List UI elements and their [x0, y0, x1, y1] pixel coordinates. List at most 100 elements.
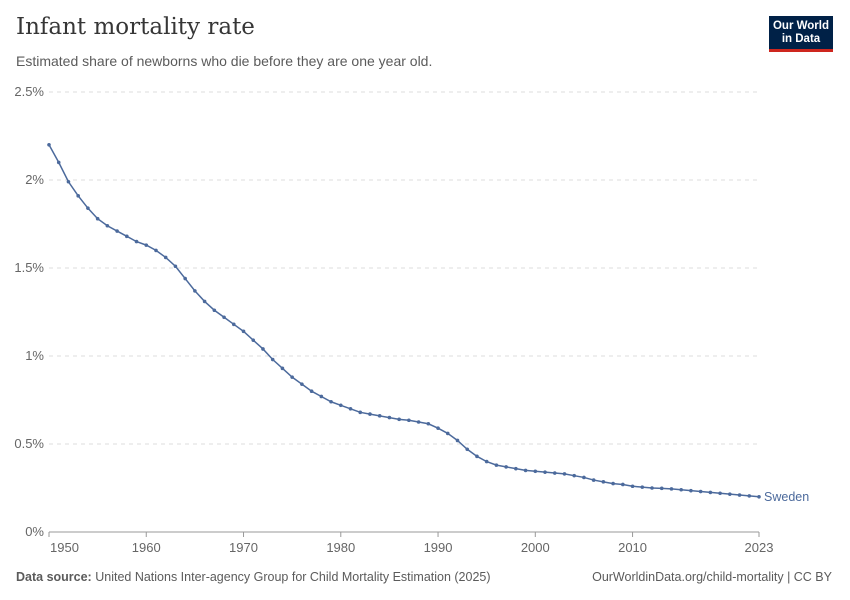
data-point — [698, 489, 703, 494]
data-point — [76, 194, 80, 198]
chart-link[interactable]: OurWorldinData.org/child-mortality | CC … — [592, 570, 832, 584]
data-point — [222, 315, 226, 320]
data-point — [494, 463, 499, 467]
data-point — [621, 482, 625, 487]
data-point — [290, 375, 294, 379]
data-point — [514, 466, 518, 471]
data-point — [679, 487, 683, 492]
logo-line2: in Data — [781, 33, 821, 45]
data-point — [591, 478, 596, 482]
data-point — [523, 468, 528, 473]
x-tick-label: 2000 — [521, 540, 550, 555]
x-tick-label: 1970 — [229, 540, 258, 555]
logo-line1: Our World — [772, 20, 829, 32]
data-point — [193, 289, 197, 293]
data-point — [319, 394, 324, 399]
chart-title: Infant mortality rate — [16, 14, 255, 40]
data-point — [445, 431, 450, 436]
data-point — [183, 276, 187, 281]
data-point — [708, 490, 713, 495]
data-point — [728, 492, 732, 496]
data-point — [601, 480, 606, 484]
data-point — [270, 357, 275, 362]
data-point — [455, 438, 460, 443]
source-text[interactable]: United Nations Inter-agency Group for Ch… — [95, 570, 491, 584]
data-point — [173, 264, 178, 269]
data-point — [426, 421, 431, 426]
data-point — [416, 420, 421, 424]
data-point — [144, 243, 149, 247]
data-point — [202, 299, 207, 304]
data-point — [56, 160, 61, 165]
data-point — [552, 471, 557, 475]
data-point — [533, 469, 538, 474]
data-point — [407, 418, 411, 423]
data-point — [562, 472, 567, 476]
data-point — [659, 486, 664, 491]
data-point — [582, 475, 586, 480]
data-point — [611, 481, 615, 486]
data-point — [757, 495, 761, 499]
data-point — [387, 415, 392, 420]
series-label: Sweden — [764, 490, 809, 504]
data-point — [134, 239, 139, 244]
data-point — [436, 426, 440, 430]
x-tick-label: 2023 — [745, 540, 774, 555]
y-tick-label: 2% — [25, 172, 44, 187]
data-point — [154, 248, 158, 253]
y-tick-label: 1.5% — [14, 260, 44, 275]
data-point — [329, 399, 333, 404]
y-tick-label: 0% — [25, 524, 44, 539]
data-source: Data source: United Nations Inter-agency… — [16, 570, 491, 584]
data-point — [231, 322, 236, 327]
x-tick-label: 2010 — [618, 540, 647, 555]
data-point — [348, 407, 353, 411]
data-point — [241, 329, 246, 334]
data-point — [475, 454, 479, 459]
data-point — [338, 403, 343, 408]
data-point — [105, 223, 110, 228]
chart-subtitle: Estimated share of newborns who die befo… — [16, 53, 433, 69]
data-point — [484, 459, 489, 464]
data-point — [300, 382, 304, 386]
data-point — [377, 414, 382, 418]
data-point — [465, 447, 470, 452]
data-point — [95, 216, 100, 221]
data-point — [650, 486, 654, 490]
y-tick-label: 1% — [25, 348, 44, 363]
data-point — [718, 491, 722, 496]
data-point — [66, 179, 71, 184]
y-tick-label: 0.5% — [14, 436, 44, 451]
y-tick-label: 2.5% — [14, 84, 44, 99]
data-point — [669, 487, 674, 491]
x-tick-label: 1950 — [50, 540, 79, 555]
data-point — [572, 473, 577, 478]
data-point — [251, 338, 256, 342]
data-point — [504, 465, 508, 469]
data-point — [737, 493, 742, 497]
data-point — [358, 410, 363, 415]
data-point — [280, 366, 285, 371]
data-point — [543, 470, 547, 474]
data-point — [47, 143, 51, 147]
x-tick-label: 1980 — [326, 540, 355, 555]
owid-logo[interactable]: Our World in Data — [769, 16, 833, 52]
x-tick-label: 1960 — [132, 540, 161, 555]
data-point — [261, 347, 265, 351]
data-point — [630, 484, 635, 489]
data-point — [309, 389, 314, 394]
x-tick-label: 1990 — [424, 540, 453, 555]
data-point — [212, 308, 217, 313]
data-point — [163, 255, 168, 260]
data-point — [397, 417, 401, 422]
data-point — [747, 494, 752, 498]
data-point — [689, 488, 693, 493]
data-point — [125, 234, 129, 239]
data-point — [640, 485, 645, 489]
data-point — [115, 229, 119, 233]
data-point — [86, 206, 90, 210]
data-point — [368, 412, 372, 416]
source-label: Data source: — [16, 570, 92, 584]
